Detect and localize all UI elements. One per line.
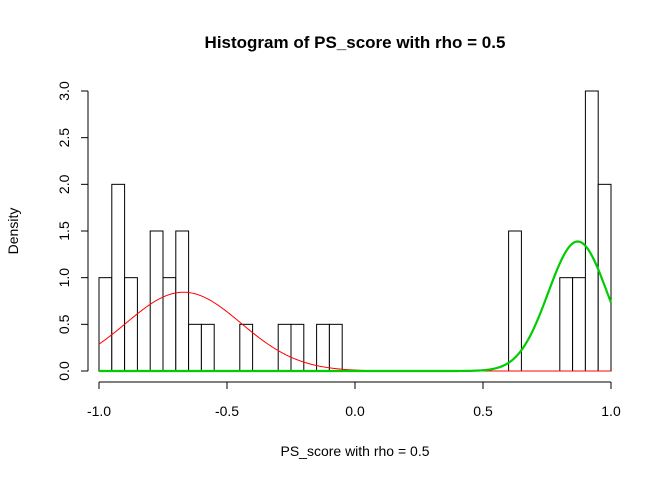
histogram-bar-9 (277, 323, 292, 372)
y-tick-label-0: 0.0 (56, 361, 72, 381)
histogram-bar-0 (98, 277, 113, 372)
x-tick-label-2: 0.0 (345, 403, 365, 419)
histogram-bar-4 (162, 277, 177, 372)
x-tick-label-1: -0.5 (215, 403, 239, 419)
histogram-bar-12 (328, 323, 343, 372)
histogram-bar-7 (200, 323, 215, 372)
x-tick-label-0: -1.0 (87, 403, 111, 419)
density-curve-1 (99, 240, 613, 373)
y-axis: 0.0 0.5 1.0 1.5 2.0 2.5 3.0 (56, 81, 89, 381)
histogram-bar-16 (584, 90, 599, 372)
y-tick-label-3: 1.5 (56, 221, 72, 241)
histogram-bar-11 (316, 323, 330, 372)
x-axis-label: PS_score with rho = 0.5 (280, 443, 429, 459)
y-tick-label-5: 2.5 (56, 128, 72, 148)
y-tick-label-2: 1.0 (56, 268, 72, 288)
histogram-bar-13 (508, 230, 522, 372)
histogram-bar-14 (559, 277, 574, 372)
histogram-bar-5 (175, 230, 190, 372)
x-axis: -1.0 -0.5 0.0 0.5 1.0 (87, 381, 621, 419)
histogram-bars (98, 90, 612, 372)
y-tick-label-4: 2.0 (56, 174, 72, 194)
chart-title: Histogram of PS_score with rho = 0.5 (205, 33, 506, 52)
x-tick-label-3: 0.5 (473, 403, 493, 419)
histogram-bar-1 (111, 183, 126, 372)
y-tick-label-6: 3.0 (56, 81, 72, 101)
histogram-bar-6 (188, 323, 202, 372)
y-tick-label-1: 0.5 (56, 314, 72, 334)
density-curves (98, 240, 613, 373)
x-tick-label-4: 1.0 (601, 403, 621, 419)
histogram-bar-15 (572, 277, 586, 372)
y-axis-label: Density (5, 208, 21, 255)
histogram-bar-17 (597, 183, 612, 372)
histogram-bar-2 (124, 277, 138, 372)
histogram-bar-10 (290, 323, 305, 372)
histogram-bar-3 (149, 230, 164, 372)
